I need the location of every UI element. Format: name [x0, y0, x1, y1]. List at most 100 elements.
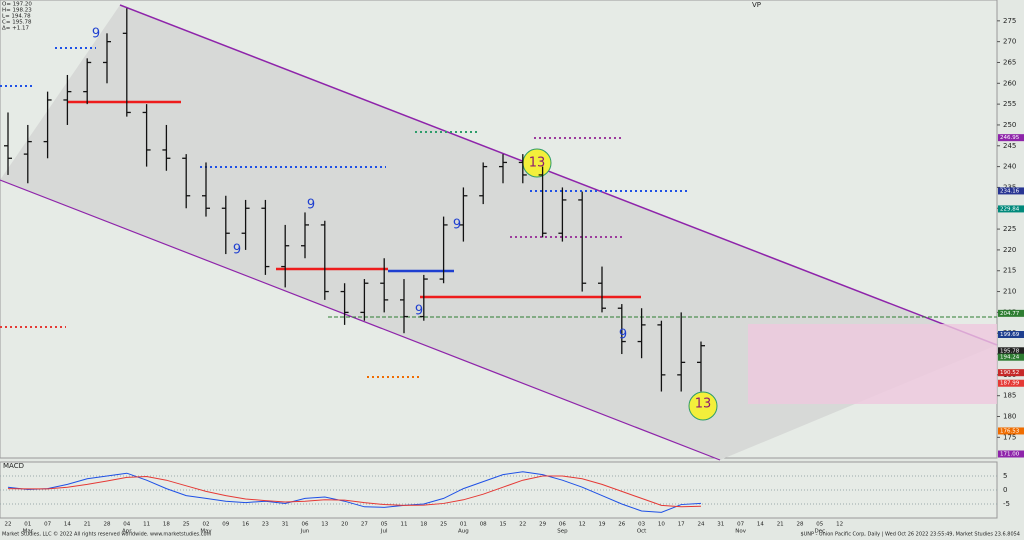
- x-tick-label: 08: [480, 522, 487, 528]
- month-label: Sep: [557, 529, 568, 535]
- y-tick-label: 220: [1003, 246, 1016, 254]
- price-label: [998, 353, 1024, 361]
- x-tick-label: 03: [638, 522, 645, 528]
- x-tick-label: 28: [104, 522, 111, 528]
- x-tick-label: 24: [698, 522, 705, 528]
- x-tick-label: 20: [341, 522, 348, 528]
- month-label: Nov: [735, 529, 746, 535]
- y-tick-label: 225: [1003, 225, 1016, 233]
- x-tick-label: 11: [401, 522, 408, 528]
- y-tick-label: 270: [1003, 38, 1016, 46]
- ohlc-header: H= 198.23: [2, 8, 32, 14]
- x-tick-label: 01: [460, 522, 467, 528]
- month-label: Jun: [300, 529, 310, 535]
- x-tick-label: 04: [123, 522, 130, 528]
- price-label-text: 187.99: [1000, 381, 1020, 387]
- x-tick-label: 09: [222, 522, 229, 528]
- channel-line: [119, 4, 998, 346]
- x-tick-label: 21: [777, 522, 784, 528]
- price-label-text: 246.95: [1000, 135, 1020, 141]
- y-tick-label: -5: [1003, 500, 1010, 508]
- x-tick-label: 05: [381, 522, 388, 528]
- y-tick-label: 215: [1003, 267, 1016, 275]
- price-label: [998, 331, 1024, 339]
- x-tick-label: 05: [816, 522, 823, 528]
- x-tick-label: 21: [84, 522, 91, 528]
- count-marker: [688, 391, 718, 421]
- x-tick-label: 19: [599, 522, 606, 528]
- count-label: 9: [619, 328, 627, 343]
- x-tick-label: 18: [420, 522, 427, 528]
- x-tick-label: 25: [183, 522, 190, 528]
- price-label-text: 190.52: [1000, 370, 1019, 376]
- count-label: 9: [415, 304, 423, 319]
- channel: [0, 5, 997, 460]
- y-tick-label: 0: [1003, 486, 1007, 494]
- macd-line: [7, 471, 702, 513]
- count-label: 9: [233, 243, 241, 258]
- x-tick-label: 07: [44, 522, 51, 528]
- x-tick-label: 10: [658, 522, 665, 528]
- count-label: 13: [695, 397, 712, 412]
- x-tick-label: 16: [242, 522, 249, 528]
- macd-title: MACD: [3, 462, 24, 470]
- x-tick-label: 02: [203, 522, 210, 528]
- month-label: Jul: [380, 529, 388, 535]
- price-label: [998, 134, 1024, 142]
- price-label-text: 199.69: [1000, 332, 1020, 338]
- y-tick-label: 175: [1003, 433, 1016, 441]
- x-tick-label: 07: [737, 522, 744, 528]
- month-label: Dec: [814, 529, 825, 535]
- price-label: [998, 347, 1024, 355]
- x-tick-label: 12: [836, 522, 843, 528]
- y-tick-label: 250: [1003, 121, 1016, 129]
- ohlc-header: Δ= +1.17: [2, 26, 29, 32]
- x-tick-label: 27: [361, 522, 368, 528]
- price-label-text: 194.24: [1000, 355, 1020, 361]
- y-tick-label: 210: [1003, 288, 1016, 296]
- price-label-text: 176.53: [1000, 428, 1020, 434]
- count-label: 9: [453, 218, 461, 233]
- macd-line: [7, 475, 702, 508]
- ohlc-header: L= 194.78: [2, 14, 31, 20]
- x-tick-label: 31: [717, 522, 724, 528]
- count-label: 9: [307, 198, 315, 213]
- y-tick-label: 260: [1003, 79, 1016, 87]
- x-tick-label: 18: [163, 522, 170, 528]
- count-label: 9: [92, 27, 100, 42]
- price-label: [998, 450, 1024, 458]
- x-tick-label: 28: [797, 522, 804, 528]
- x-tick-label: 11: [143, 522, 150, 528]
- price-label: [998, 427, 1024, 435]
- x-tick-label: 23: [262, 522, 269, 528]
- panel-label: VP: [752, 1, 761, 9]
- y-tick-label: 185: [1003, 392, 1016, 400]
- month-label: Mar: [23, 529, 34, 535]
- y-tick-label: 240: [1003, 163, 1016, 171]
- count-label: 13: [529, 156, 546, 171]
- price-label-text: 195.78: [1000, 348, 1020, 354]
- x-tick-label: 25: [440, 522, 447, 528]
- y-tick-label: 180: [1003, 413, 1016, 421]
- footer: Market Studies, LLC © 2022 All rights re…: [2, 531, 212, 538]
- price-label: [998, 187, 1024, 195]
- x-tick-label: 12: [579, 522, 586, 528]
- month-label: Apr: [122, 529, 132, 535]
- footer: $UNP - Union Pacific Corp, Daily | Wed O…: [800, 532, 1020, 538]
- ohlc-header: O= 197.20: [2, 2, 32, 8]
- y-tick-label: 5: [1003, 472, 1007, 480]
- y-tick-label: 265: [1003, 58, 1016, 66]
- price-label-text: 204.77: [1000, 311, 1020, 317]
- x-tick-label: 22: [5, 522, 12, 528]
- x-tick-label: 22: [519, 522, 526, 528]
- x-tick-label: 31: [282, 522, 289, 528]
- x-tick-label: 14: [64, 522, 71, 528]
- x-tick-label: 17: [678, 522, 685, 528]
- price-label: [998, 205, 1024, 213]
- ohlc-header: C= 195.78: [2, 20, 32, 26]
- channel-line: [0, 179, 721, 461]
- month-label: Aug: [458, 529, 469, 535]
- price-label: [998, 369, 1024, 377]
- dotted-levels: [0, 47, 690, 378]
